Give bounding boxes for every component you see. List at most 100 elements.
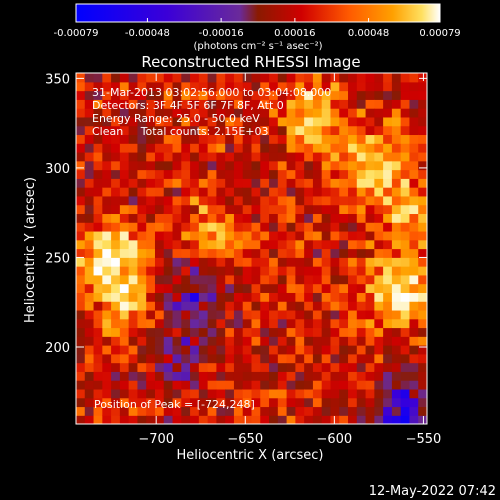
- heatmap-cell: [374, 222, 384, 232]
- heatmap-cell: [93, 73, 103, 83]
- heatmap-cell: [391, 151, 402, 162]
- heatmap-cell: [383, 213, 393, 223]
- heatmap-cell: [418, 230, 427, 241]
- heatmap-cell: [418, 415, 427, 424]
- heatmap-cell: [321, 99, 332, 109]
- heatmap-cell: [391, 160, 402, 171]
- heatmap-cell: [84, 178, 95, 188]
- heatmap-cell: [207, 160, 218, 171]
- heatmap-cell: [207, 257, 218, 267]
- heatmap-cell: [304, 108, 314, 118]
- heatmap-cell: [76, 81, 86, 92]
- heatmap-cell: [383, 266, 393, 276]
- heatmap-cell: [225, 397, 235, 408]
- heatmap-cell: [216, 90, 226, 100]
- heatmap-cell: [304, 195, 314, 206]
- heatmap-cell: [339, 353, 349, 364]
- heatmap-cell: [172, 327, 182, 337]
- heatmap-cell: [181, 222, 191, 232]
- heatmap-cell: [154, 274, 165, 285]
- heatmap-cell: [409, 230, 419, 241]
- heatmap-cell: [418, 353, 427, 364]
- heatmap-cell: [172, 274, 182, 285]
- info-detectors: Detectors: 3F 4F 5F 6F 7F 8F, Att 0: [92, 99, 284, 112]
- heatmap-cell: [111, 397, 121, 408]
- heatmap-cell: [400, 362, 411, 372]
- heatmap-cell: [409, 81, 419, 92]
- heatmap-cell: [374, 327, 384, 337]
- heatmap-cell: [172, 397, 182, 408]
- heatmap-cell: [137, 239, 147, 250]
- heatmap-cell: [76, 345, 86, 355]
- heatmap-cell: [163, 222, 174, 232]
- heatmap-cell: [233, 388, 244, 399]
- heatmap-cell: [374, 81, 384, 92]
- heatmap-cell: [111, 371, 121, 381]
- heatmap-cell: [216, 81, 226, 92]
- heatmap-cell: [137, 73, 147, 83]
- heatmap-cell: [233, 151, 244, 162]
- heatmap-cell: [181, 204, 191, 215]
- heatmap-cell: [356, 125, 367, 136]
- heatmap-cell: [277, 292, 288, 302]
- heatmap-cell: [233, 81, 244, 92]
- heatmap-cell: [163, 415, 174, 424]
- heatmap-cell: [146, 125, 156, 136]
- heatmap-cell: [146, 160, 156, 171]
- heatmap-cell: [128, 301, 139, 311]
- heatmap-cell: [128, 195, 139, 206]
- heatmap-cell: [348, 73, 358, 83]
- heatmap-cell: [128, 362, 139, 372]
- heatmap-cell: [84, 301, 95, 311]
- heatmap-cell: [269, 309, 279, 320]
- heatmap-cell: [111, 125, 121, 136]
- heatmap-cell: [181, 90, 191, 100]
- heatmap-cell: [383, 230, 393, 241]
- heatmap-cell: [163, 73, 174, 83]
- heatmap-cell: [330, 415, 340, 424]
- heatmap-cell: [295, 301, 305, 311]
- heatmap-cell: [154, 309, 165, 320]
- heatmap-cell: [242, 371, 253, 381]
- heatmap-cell: [198, 318, 209, 329]
- heatmap-cell: [154, 388, 165, 399]
- heatmap-cell: [198, 380, 209, 390]
- heatmap-cell: [146, 266, 156, 276]
- heatmap-cell: [339, 125, 349, 136]
- heatmap-cell: [409, 134, 419, 144]
- heatmap-cell: [365, 248, 375, 258]
- heatmap-cell: [154, 81, 165, 92]
- heatmap-cell: [146, 81, 156, 92]
- heatmap-cell: [190, 327, 200, 337]
- info-energy-range: Energy Range: 25.0 - 50.0 keV: [92, 112, 260, 125]
- heatmap-cell: [286, 292, 296, 302]
- heatmap-cell: [128, 274, 139, 285]
- heatmap-cell: [251, 99, 261, 109]
- heatmap-cell: [418, 266, 427, 276]
- heatmap-cell: [418, 336, 427, 346]
- heatmap-cell: [260, 353, 270, 364]
- heatmap-cell: [181, 169, 191, 179]
- heatmap-cell: [304, 327, 314, 337]
- heatmap-cell: [418, 327, 427, 337]
- heatmap-cell: [321, 187, 332, 197]
- heatmap-cell: [154, 187, 165, 197]
- heatmap-cell: [207, 178, 218, 188]
- heatmap-cell: [207, 239, 218, 250]
- heatmap-cell: [84, 222, 95, 232]
- heatmap-cell: [330, 204, 340, 215]
- heatmap-cell: [154, 318, 165, 329]
- heatmap-cell: [400, 99, 411, 109]
- heatmap-cell: [409, 222, 419, 232]
- heatmap-cell: [304, 222, 314, 232]
- heatmap-cell: [330, 283, 340, 293]
- heatmap-cell: [154, 222, 165, 232]
- heatmap-cell: [111, 266, 121, 276]
- heatmap-cell: [383, 283, 393, 293]
- heatmap-cell: [93, 336, 103, 346]
- heatmap-cell: [119, 345, 130, 355]
- heatmap-cell: [348, 309, 358, 320]
- heatmap-cell: [365, 380, 375, 390]
- heatmap-cell: [93, 274, 103, 285]
- heatmap-cell: [286, 151, 296, 162]
